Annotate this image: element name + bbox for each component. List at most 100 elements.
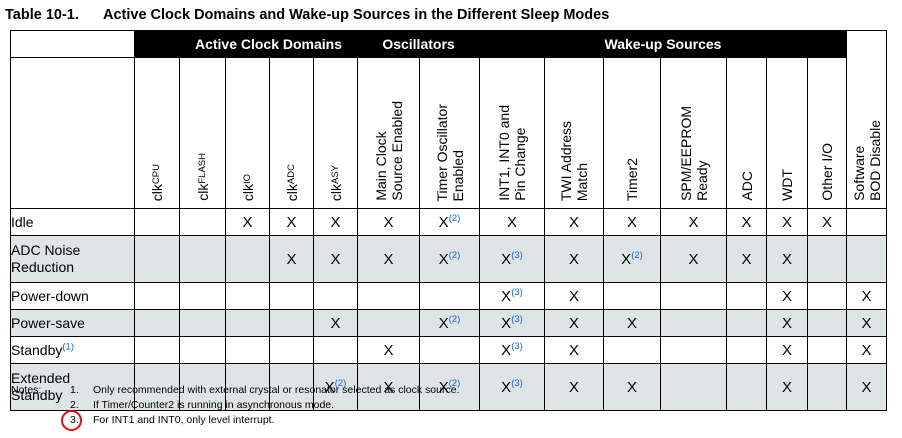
table-cell: X	[766, 208, 808, 236]
table-cell: X(3)	[479, 363, 545, 411]
table-cell	[807, 363, 847, 411]
table-cell	[269, 309, 314, 337]
note-1: 1. Only recommended with external crystal…	[70, 384, 460, 396]
table-cell: X	[544, 363, 604, 411]
table-cell	[134, 282, 180, 310]
table-row: ADC Noise Reduction X X X X(2) X(3) X X(2) X X X	[10, 235, 887, 283]
highlight-circle-note-3	[61, 410, 82, 431]
table-number: Table 10-1.	[5, 7, 79, 23]
table-cell	[660, 309, 727, 337]
table-cell	[660, 363, 727, 411]
table-cell: X	[357, 208, 420, 236]
table-cell	[134, 363, 180, 411]
table-cell	[269, 363, 314, 411]
table-cell: X	[766, 235, 808, 283]
table-cell: X(3)	[479, 336, 545, 364]
table-cell: X	[766, 309, 808, 337]
table-cell	[357, 282, 420, 310]
table-row: Standby(1) X X(3) X X X	[10, 336, 887, 364]
column-header-other-io: Other I/O	[807, 57, 847, 209]
footnote-ref: (2)	[448, 212, 461, 224]
table-cell	[603, 336, 661, 364]
table-cell	[660, 336, 727, 364]
footnote-ref: (3)	[511, 377, 523, 389]
table-cell	[179, 235, 226, 283]
column-header-timer2: Timer2	[603, 57, 661, 209]
table-cell: X	[544, 309, 604, 337]
table-cell: X	[726, 235, 767, 283]
table-cell: X	[225, 208, 270, 236]
table-cell: X	[766, 363, 808, 411]
column-header-main-clock: Main Clock Source Enabled	[357, 57, 420, 209]
column-header-sw-bod: Software BOD Disable	[846, 30, 887, 209]
column-header-clk-asy: clkASY	[313, 57, 358, 209]
column-header-clk-io: clkIO	[225, 57, 270, 209]
table-cell: X(2)	[603, 235, 661, 283]
table-cell: X	[479, 208, 545, 236]
table-cell	[179, 208, 226, 236]
table-cell	[846, 235, 887, 283]
table-row: Power-save X X(2) X(3) X X X X	[10, 309, 887, 337]
table-cell: X	[357, 235, 420, 283]
column-header-mode	[10, 57, 135, 209]
footnote-ref: (3)	[511, 286, 523, 298]
table-cell: X	[357, 363, 420, 411]
row-label: Extended Standby	[10, 363, 135, 411]
table-cell: X	[357, 336, 420, 364]
row-label: Idle	[10, 208, 135, 236]
column-header-wdt: WDT	[766, 57, 808, 209]
table-cell: X	[544, 336, 604, 364]
table-cell	[726, 309, 767, 337]
table-cell	[807, 336, 847, 364]
table-cell	[726, 363, 767, 411]
table-cell	[134, 208, 180, 236]
footnote-ref: (2)	[448, 377, 461, 389]
footnote-ref: (2)	[448, 313, 461, 325]
table-title: Active Clock Domains and Wake-up Sources…	[103, 7, 610, 23]
row-label: Standby(1)	[10, 336, 135, 364]
table-cell: X	[603, 208, 661, 236]
table-cell	[313, 282, 358, 310]
table-cell	[179, 282, 226, 310]
footnote-ref: (3)	[511, 249, 523, 261]
column-header-int-pin-change: INT1, INT0 and Pin Change	[479, 57, 545, 209]
table-cell	[269, 282, 314, 310]
table-cell: X	[603, 309, 661, 337]
header-corner	[10, 30, 135, 58]
table-cell: X	[269, 208, 314, 236]
table-cell	[419, 336, 480, 364]
table-body: Idle X X X X X(2) X X X X X X X ADC Noise Reduction X X X…	[10, 208, 887, 411]
table-cell: X	[313, 235, 358, 283]
sleep-modes-table: Active Clock Domains Oscillators Wake-up…	[10, 30, 887, 411]
column-header-adc: ADC	[726, 57, 767, 209]
table-cell: X(2)	[419, 363, 480, 411]
table-cell	[313, 336, 358, 364]
column-header-twi-address: TWI Address Match	[544, 57, 604, 209]
table-cell	[134, 336, 180, 364]
note-2: 2. If Timer/Counter2 is running in asynch…	[70, 399, 335, 411]
table-cell: X(2)	[419, 309, 480, 337]
table-cell: X	[544, 208, 604, 236]
table-cell	[726, 336, 767, 364]
table-cell: X	[544, 282, 604, 310]
footnote-ref: (2)	[334, 377, 347, 389]
table-row: Power-down X(3) X X X	[10, 282, 887, 310]
table-cell: X	[313, 208, 358, 236]
table-cell	[269, 336, 314, 364]
table-cell	[179, 363, 226, 411]
table-cell	[846, 208, 887, 236]
table-caption: Table 10-1. Active Clock Domains and Wake…	[5, 7, 609, 23]
table-cell	[603, 282, 661, 310]
group-header-wakeup: Wake-up Sources	[479, 30, 847, 58]
group-header-clock-domains: Active Clock Domains	[179, 30, 358, 58]
table-cell	[419, 282, 480, 310]
column-header-clk-flash: clkFLASH	[179, 57, 226, 209]
table-cell	[134, 309, 180, 337]
notes-label: Notes:	[11, 384, 42, 396]
footnote-ref: (3)	[511, 313, 523, 325]
table-cell	[134, 235, 180, 283]
table-cell: X(3)	[479, 309, 545, 337]
table-cell: X	[846, 309, 887, 337]
column-header-clk-cpu: clkCPU	[134, 57, 180, 209]
footnote-ref: (2)	[631, 249, 643, 261]
